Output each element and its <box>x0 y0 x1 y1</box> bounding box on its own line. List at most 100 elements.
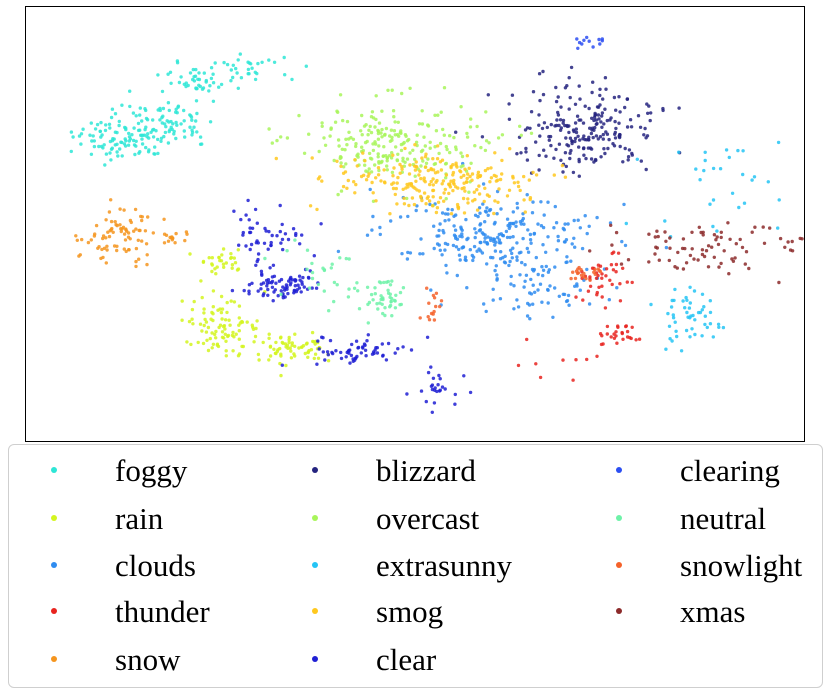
point-smog <box>449 165 453 170</box>
point-neutral <box>365 285 370 289</box>
point-rain <box>278 361 282 366</box>
point-smog <box>429 179 433 184</box>
point-foggy <box>81 127 85 131</box>
point-xmas <box>663 230 667 234</box>
point-overcast <box>444 197 448 201</box>
point-smog <box>361 151 365 155</box>
point-foggy <box>198 84 202 89</box>
point-blizzard <box>555 118 559 122</box>
point-xmas <box>700 248 705 252</box>
point-smog <box>428 182 432 187</box>
point-xmas <box>701 230 705 234</box>
point-overcast <box>408 86 412 91</box>
point-snow <box>134 264 138 269</box>
point-snow <box>124 249 128 254</box>
legend-item-rain: rain <box>51 495 311 541</box>
point-clear <box>325 350 330 354</box>
legend-marker-blizzard <box>312 467 318 473</box>
point-rain <box>220 307 225 311</box>
point-rain <box>285 343 290 348</box>
point-clouds <box>418 252 422 256</box>
point-neutral <box>332 299 336 304</box>
point-clear <box>254 241 259 245</box>
point-snow <box>169 236 174 240</box>
point-clouds <box>565 260 569 264</box>
point-overcast <box>421 159 425 163</box>
point-foggy <box>166 72 170 76</box>
point-foggy <box>109 147 114 151</box>
point-blizzard <box>614 126 618 131</box>
point-clouds <box>520 260 524 265</box>
point-foggy <box>108 139 113 144</box>
point-clear <box>285 287 289 291</box>
point-clouds <box>553 204 557 209</box>
point-overcast <box>419 149 424 154</box>
point-overcast <box>411 148 415 152</box>
point-rain <box>237 337 241 341</box>
point-blizzard <box>591 80 595 84</box>
point-foggy <box>133 152 137 157</box>
point-clouds <box>514 220 518 224</box>
point-smog <box>402 196 406 200</box>
point-snowlight <box>592 270 596 274</box>
point-blizzard <box>578 97 582 101</box>
point-clouds <box>474 231 478 235</box>
point-clear <box>348 361 352 365</box>
point-blizzard <box>556 95 560 99</box>
legend-label-foggy: foggy <box>115 453 188 488</box>
point-rain <box>297 346 301 350</box>
point-thunder <box>625 335 630 339</box>
legend-item-extrasunny: extrasunny <box>312 542 572 588</box>
point-blizzard <box>524 150 528 154</box>
point-foggy <box>127 131 131 136</box>
point-foggy <box>189 115 194 119</box>
point-rain <box>287 335 291 340</box>
point-blizzard <box>563 123 567 128</box>
point-foggy <box>138 106 142 110</box>
point-overcast <box>369 170 374 174</box>
scatter-plot-area <box>25 6 805 442</box>
point-smog <box>464 180 469 184</box>
point-overcast <box>459 105 463 109</box>
point-extrasunny <box>694 167 698 171</box>
point-clear <box>260 272 264 276</box>
point-overcast <box>366 133 370 137</box>
point-overcast <box>500 133 505 137</box>
point-xmas <box>768 226 772 230</box>
point-smog <box>353 191 357 195</box>
point-neutral <box>355 281 359 285</box>
point-foggy <box>176 105 180 109</box>
legend-label-rain: rain <box>115 501 164 536</box>
point-rain <box>313 352 318 356</box>
point-smog <box>508 147 512 151</box>
point-rain <box>231 330 235 335</box>
point-clouds <box>512 284 516 288</box>
point-clouds <box>532 267 536 272</box>
point-clear <box>272 274 277 278</box>
point-smog <box>452 178 456 183</box>
point-clear <box>271 263 276 267</box>
point-clouds <box>498 297 503 301</box>
point-clouds <box>438 248 442 252</box>
point-overcast <box>381 154 386 158</box>
point-clouds <box>495 189 500 194</box>
point-snow <box>105 244 109 248</box>
point-extrasunny <box>687 306 692 310</box>
point-smog <box>478 174 482 178</box>
point-clouds <box>664 245 669 250</box>
point-clouds <box>471 255 476 259</box>
point-blizzard <box>561 170 565 174</box>
point-clouds <box>483 236 487 240</box>
point-overcast <box>332 158 336 163</box>
point-overcast <box>344 162 348 166</box>
point-clear <box>302 285 306 289</box>
point-overcast <box>354 144 358 149</box>
legend-marker-rain <box>51 515 57 521</box>
point-extrasunny <box>675 334 679 339</box>
point-clear <box>273 288 277 292</box>
point-overcast <box>336 110 340 115</box>
point-overcast <box>382 145 386 149</box>
point-foggy <box>161 106 166 111</box>
point-clouds <box>546 288 550 292</box>
point-blizzard <box>537 113 541 117</box>
